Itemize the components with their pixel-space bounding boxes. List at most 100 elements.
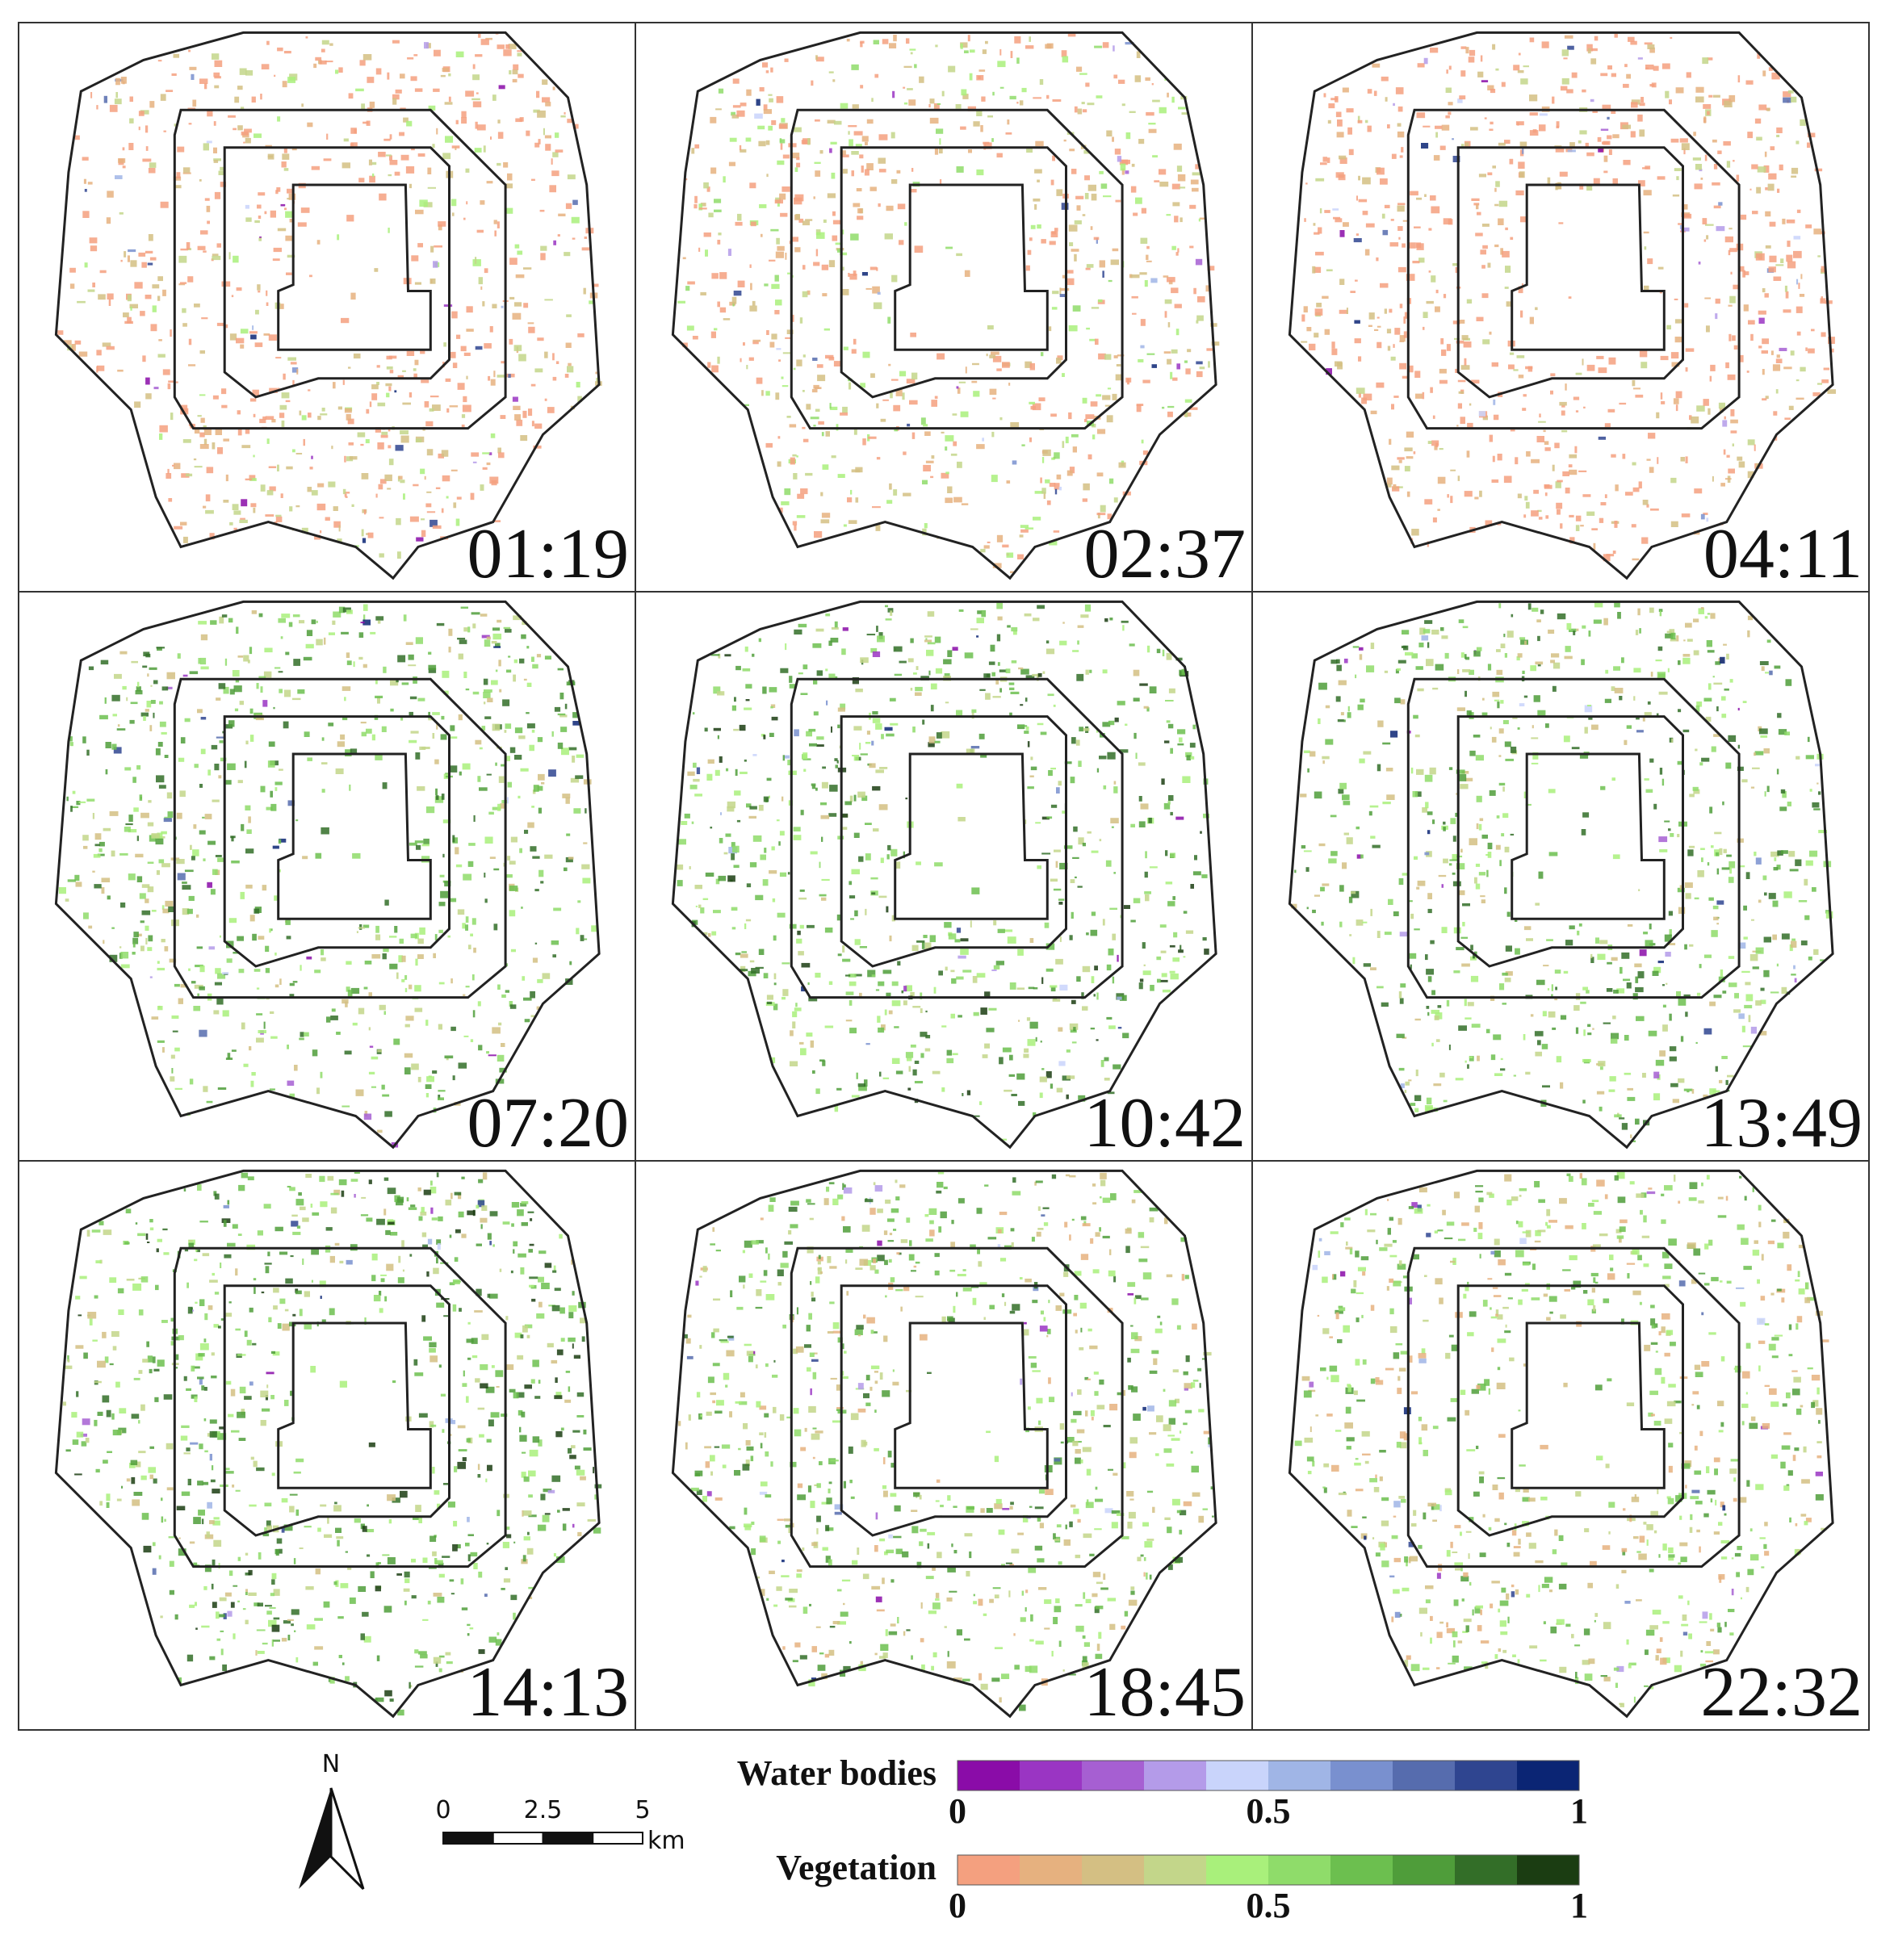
land-patch — [1336, 132, 1344, 138]
land-patch — [352, 852, 361, 859]
land-patch — [287, 77, 295, 83]
land-patch — [934, 740, 941, 743]
land-patch — [205, 509, 214, 514]
land-patch — [1642, 717, 1645, 722]
land-patch — [254, 908, 260, 914]
land-patch — [255, 309, 259, 315]
land-patch — [1336, 664, 1342, 672]
land-patch — [1170, 973, 1179, 980]
land-patch — [1106, 415, 1113, 423]
land-patch — [1109, 907, 1117, 910]
land-patch — [281, 420, 285, 427]
land-patch — [404, 1053, 413, 1058]
land-patch — [922, 480, 928, 485]
land-patch — [493, 868, 500, 871]
land-patch — [524, 1019, 530, 1023]
land-patch — [953, 441, 957, 446]
land-patch — [792, 1011, 798, 1018]
land-patch — [1480, 895, 1485, 898]
land-patch — [1096, 472, 1104, 477]
land-patch — [498, 85, 505, 90]
land-patch — [1685, 893, 1691, 899]
land-patch — [161, 863, 170, 868]
land-patch — [1457, 403, 1462, 409]
land-patch — [231, 836, 234, 842]
land-patch — [435, 795, 439, 800]
land-patch — [460, 606, 468, 609]
land-patch — [1049, 483, 1056, 488]
land-patch — [773, 1003, 778, 1011]
land-patch — [196, 946, 203, 949]
land-patch — [483, 692, 491, 698]
land-patch — [233, 128, 237, 131]
land-patch — [466, 329, 474, 332]
land-patch — [1305, 182, 1308, 185]
land-patch — [1775, 389, 1779, 394]
land-patch — [1099, 839, 1102, 842]
land-patch — [285, 919, 291, 925]
land-patch — [1151, 364, 1157, 368]
land-patch — [287, 254, 295, 258]
land-patch — [65, 898, 69, 902]
land-patch — [420, 350, 425, 354]
land-patch — [404, 1024, 410, 1028]
land-patch — [1679, 138, 1688, 143]
land-patch — [147, 262, 153, 266]
land-patch — [477, 1407, 485, 1410]
land-patch — [1812, 802, 1820, 808]
land-patch — [1464, 358, 1467, 366]
land-patch — [1322, 295, 1329, 299]
land-patch — [1612, 1016, 1616, 1020]
land-patch — [216, 998, 224, 1005]
land-patch — [905, 798, 908, 800]
land-patch — [1397, 205, 1405, 212]
land-patch — [1372, 844, 1381, 848]
land-patch — [551, 940, 559, 945]
land-patch — [837, 474, 845, 478]
land-patch — [371, 1056, 379, 1060]
land-patch — [903, 102, 908, 105]
land-patch — [514, 244, 520, 249]
land-patch — [1638, 180, 1645, 186]
land-patch — [1133, 898, 1141, 903]
land-patch — [1193, 287, 1196, 295]
land-patch — [1464, 654, 1467, 660]
land-patch — [516, 419, 523, 426]
land-patch — [1808, 956, 1812, 961]
land-patch — [1416, 769, 1424, 775]
land-patch — [1515, 948, 1520, 955]
land-patch — [831, 726, 832, 733]
land-patch — [450, 978, 453, 984]
map-panel: 10:42 — [635, 591, 1253, 1162]
land-patch — [98, 294, 106, 300]
land-patch — [411, 148, 415, 151]
land-patch — [1146, 707, 1150, 712]
land-patch — [1104, 354, 1112, 360]
land-patch — [1050, 179, 1054, 186]
land-patch — [1644, 285, 1649, 292]
land-patch — [914, 1060, 920, 1064]
land-patch — [417, 938, 424, 944]
land-patch — [1772, 900, 1779, 907]
land-patch — [1066, 278, 1075, 286]
land-patch — [1077, 640, 1079, 645]
land-patch — [1796, 756, 1800, 760]
land-patch — [831, 172, 836, 179]
land-patch — [107, 1451, 112, 1453]
land-patch — [172, 464, 174, 467]
land-patch — [1018, 725, 1028, 727]
land-patch — [448, 73, 451, 77]
land-patch — [409, 711, 413, 718]
land-patch — [1066, 1075, 1075, 1079]
land-patch — [90, 245, 98, 252]
land-patch — [200, 748, 206, 755]
land-patch — [551, 158, 553, 165]
land-patch — [1537, 635, 1540, 642]
land-patch — [1725, 762, 1732, 769]
land-patch — [576, 928, 580, 935]
land-patch — [466, 201, 468, 205]
land-patch — [186, 473, 193, 477]
land-patch — [78, 801, 86, 803]
land-patch — [1178, 949, 1184, 953]
land-patch — [1386, 484, 1392, 488]
